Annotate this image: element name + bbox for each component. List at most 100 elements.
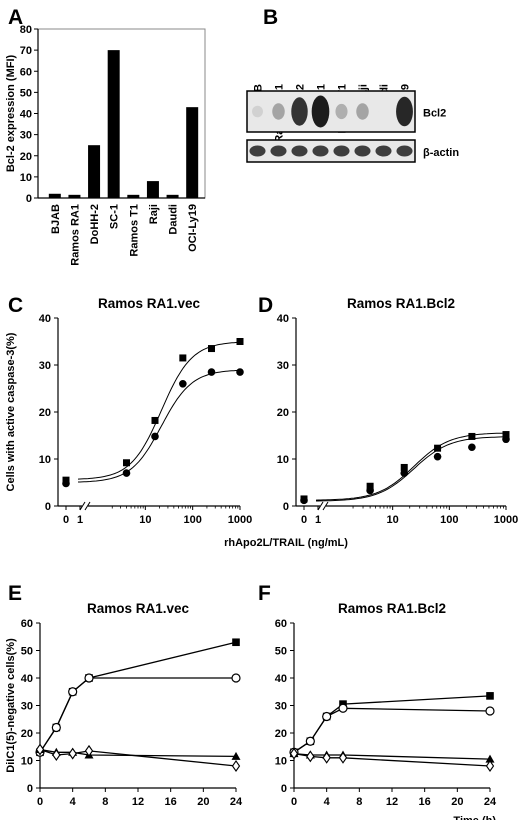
d-xtick-label: 1000: [494, 514, 518, 526]
b-band: [333, 145, 350, 157]
f-ytick-label: 20: [275, 728, 287, 740]
f-point-open-diamond: [289, 747, 299, 760]
f-point-open-circle: [338, 703, 348, 713]
e-point-square: [232, 638, 240, 647]
d-point-circle: [400, 469, 409, 477]
f-point-square: [486, 692, 494, 700]
a-bar-ramos-t1: [127, 194, 140, 198]
e-xtick-label: 4: [70, 796, 77, 808]
a-category-label: SC-1: [109, 204, 121, 229]
f-point-open-diamond: [306, 750, 315, 763]
e-point-open-circle: [84, 673, 94, 683]
e-ylabel: DiIC1(5)-negative cells(%): [5, 638, 17, 773]
c-xtick-label: 10: [139, 514, 151, 526]
f-xlabel: Time (h): [453, 815, 496, 820]
e-xtick-label: 0: [37, 796, 43, 808]
f-point-triangle: [485, 754, 495, 763]
b-band: [312, 145, 329, 157]
e-title: Ramos RA1.vec: [87, 601, 190, 616]
e-point-open-diamond: [68, 747, 77, 760]
d-xtick-label: 0: [301, 514, 307, 526]
c-fit-curve-2: [78, 369, 241, 483]
d-ytick-label: 10: [277, 454, 289, 466]
e-point-triangle: [231, 751, 241, 760]
e-point-open-circle: [51, 722, 61, 733]
c-point-circle: [179, 380, 187, 388]
d-point-circle: [366, 486, 374, 495]
f-point-open-circle: [322, 711, 332, 722]
b-band: [272, 103, 285, 120]
f-point-open-circle: [305, 736, 315, 746]
c-xtick-label: 0: [63, 514, 69, 526]
d-point-circle: [502, 435, 510, 444]
b-row-label: Bcl2: [423, 108, 446, 120]
b-band: [375, 145, 392, 157]
a-bar-ramos-ra1: [68, 194, 81, 198]
d-ytick-label: 30: [277, 360, 289, 372]
d-axis-break: [317, 501, 324, 511]
a-category-label: DoHH-2: [89, 204, 101, 244]
cd-xlabel: rhApo2L/TRAIL (ng/mL): [224, 537, 348, 549]
d-point-circle: [468, 443, 476, 452]
c-ytick-label: 20: [39, 407, 51, 419]
e-xtick-label: 12: [132, 796, 144, 808]
a-ytick-label: 10: [20, 172, 32, 184]
b-band: [291, 145, 308, 157]
c-point-circle: [122, 469, 131, 477]
d-fit-curve-2: [316, 436, 507, 502]
f-ytick-label: 50: [275, 646, 287, 658]
d-xtick-label: 10: [387, 514, 399, 526]
b-band: [270, 145, 287, 157]
d-xtick-label: 100: [440, 514, 458, 526]
c-ylabel: Cells with active caspase-3(%): [5, 332, 17, 491]
f-xtick-label: 4: [324, 796, 331, 808]
d-point-square: [400, 463, 408, 471]
a-bar-daudi: [166, 194, 179, 198]
a-category-label: Ramos T1: [128, 204, 140, 257]
e-point-open-diamond: [52, 749, 61, 761]
c-axis-break: [84, 501, 91, 511]
e-series-line-1: [39, 641, 237, 753]
e-ytick-label: 10: [21, 756, 33, 768]
a-ytick-label: 40: [20, 109, 32, 121]
f-point-open-diamond: [485, 760, 495, 772]
a-ytick-label: 30: [20, 130, 32, 142]
e-ytick-label: 0: [27, 783, 33, 795]
d-title: Ramos RA1.Bcl2: [347, 296, 455, 311]
e-ytick-label: 60: [21, 618, 33, 630]
c-point-square: [236, 338, 244, 345]
f-ytick-label: 60: [275, 618, 287, 630]
f-xtick-label: 0: [291, 796, 297, 808]
e-ytick-label: 20: [21, 728, 33, 740]
f-point-open-diamond: [338, 751, 348, 764]
a-category-label: Ramos RA1: [69, 204, 81, 266]
a-bar-bjab: [48, 193, 61, 198]
f-xtick-label: 8: [356, 796, 362, 808]
b-band: [378, 106, 389, 117]
d-point-circle: [300, 496, 308, 505]
b-blot-frame-bcl2: [246, 90, 416, 133]
b-blot-frame-actin: [246, 139, 416, 163]
panel-letter-d: D: [258, 294, 273, 317]
panel-letter-a: A: [8, 6, 23, 29]
e-point-open-diamond: [35, 743, 45, 756]
a-category-label: Raji: [148, 204, 160, 224]
panel-letter-b: B: [263, 6, 278, 29]
a-ytick-label: 70: [20, 45, 32, 57]
c-axis-break: [79, 501, 86, 511]
b-band: [291, 97, 308, 126]
e-point-open-circle: [68, 687, 78, 697]
a-ytick-label: 0: [26, 193, 32, 205]
d-ytick-label: 20: [277, 407, 289, 419]
e-point-open-diamond: [84, 744, 94, 757]
f-xtick-label: 16: [419, 796, 431, 808]
f-ytick-label: 40: [275, 673, 287, 685]
a-bar-oci-ly19: [186, 107, 199, 198]
a-ytick-label: 50: [20, 87, 32, 99]
d-fit-curve-1: [315, 432, 506, 501]
f-point-open-circle: [485, 706, 495, 716]
a-category-label: OCI-Ly19: [187, 204, 199, 252]
b-band: [354, 145, 371, 157]
c-point-circle: [62, 479, 70, 488]
b-band: [356, 103, 369, 120]
